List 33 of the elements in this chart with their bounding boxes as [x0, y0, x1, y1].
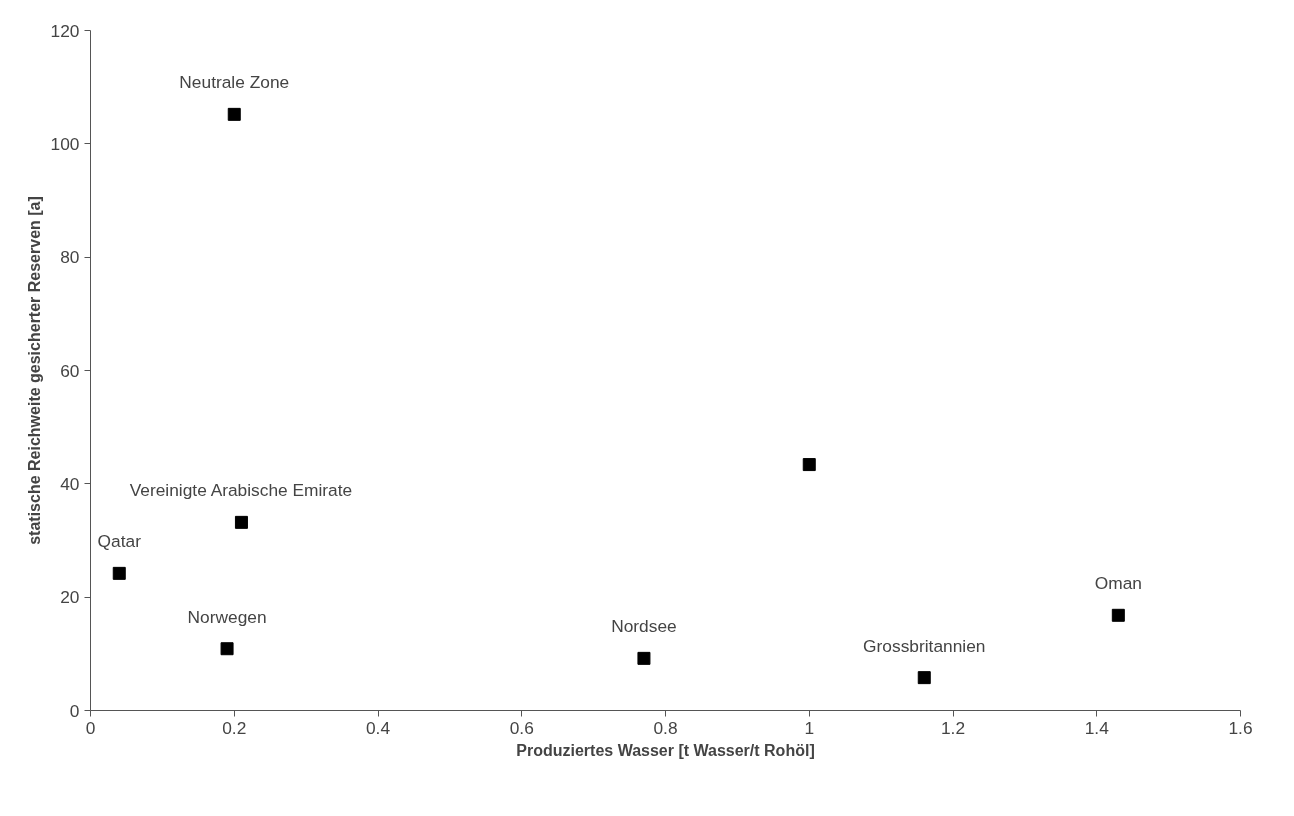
y-axis-title: statische Reichweite gesicherter Reserven [a]	[25, 196, 43, 545]
annotation: Neutrale Zone	[179, 72, 290, 93]
x-tick-label: 0.6	[509, 717, 534, 738]
annotation: Norwegen	[187, 606, 267, 627]
x-tick-label: 1.4	[1084, 717, 1110, 738]
x-tick-label: 1.2	[940, 717, 966, 738]
x-tick-label: 1	[804, 717, 815, 738]
annotation: Oman	[1094, 573, 1142, 594]
point	[112, 566, 126, 580]
point	[227, 107, 241, 121]
x-tick-label: 1.6	[1228, 717, 1253, 738]
y-tick-label: 0	[69, 700, 80, 721]
annotation: Qatar	[97, 531, 142, 552]
y-tick-label: 40	[60, 473, 80, 494]
x-axis-title: Produziertes Wasser [t Wasser/t Rohöl]	[516, 741, 815, 759]
x-tick-label: 0.8	[653, 717, 678, 738]
point	[802, 458, 816, 472]
y-tick-label: 20	[60, 587, 80, 608]
x-tick-label: 0	[85, 717, 96, 738]
annotation: Grossbritannien	[863, 635, 986, 656]
annotation: Nordsee	[611, 616, 677, 637]
annotation: Vereinigte Arabische Emirate	[129, 480, 353, 501]
point	[220, 642, 234, 656]
y-tick-label: 120	[50, 20, 80, 41]
x-tick-label: 0.4	[365, 717, 391, 738]
point	[234, 515, 248, 529]
y-tick-label: 80	[60, 247, 80, 268]
point	[1111, 608, 1125, 622]
x-tick-label: 0.2	[222, 717, 247, 738]
y-tick-label: 60	[60, 360, 80, 381]
point	[637, 651, 651, 665]
point	[917, 671, 931, 685]
y-tick-label: 100	[50, 133, 80, 154]
